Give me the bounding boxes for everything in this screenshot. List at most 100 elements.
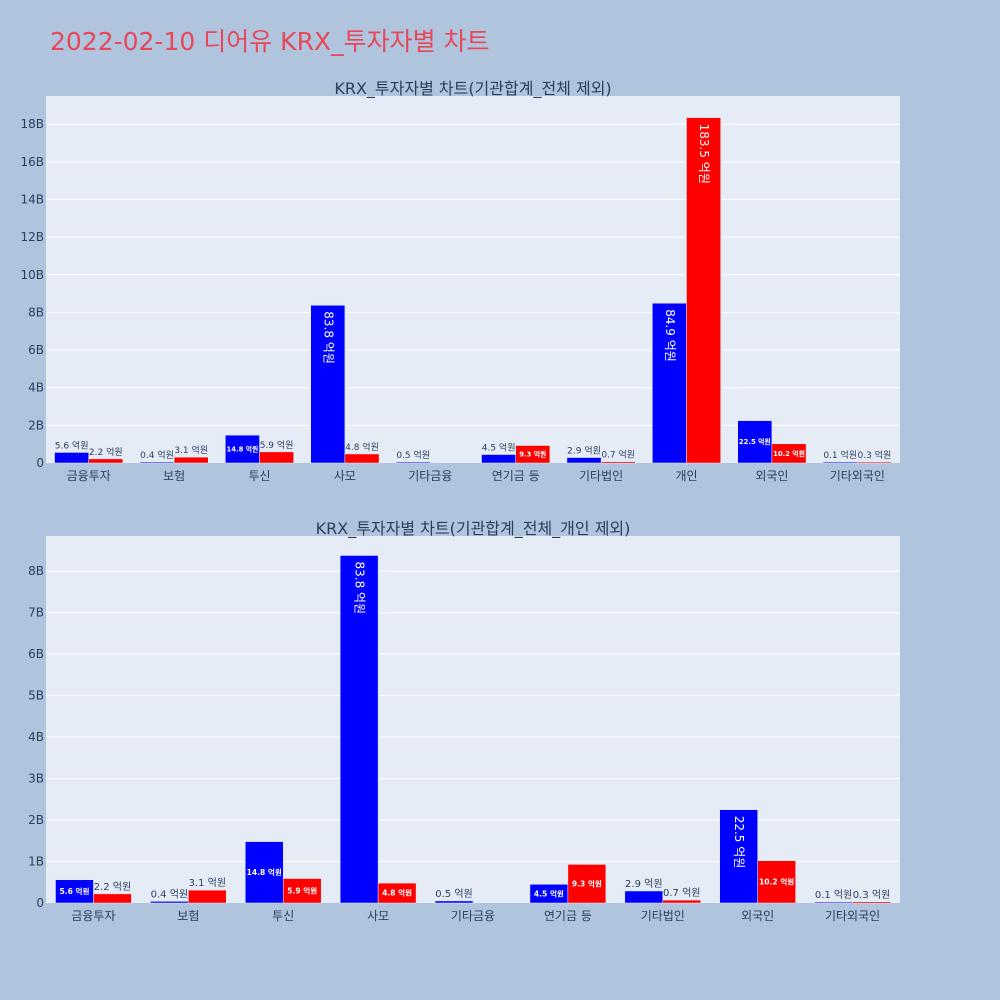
bar-value-label: 4.5 억원	[534, 888, 564, 898]
bar-series-1	[150, 901, 189, 904]
chart-title: KRX_투자자별 차트(기관합계_전체 제외)	[334, 79, 611, 99]
x-tick-label: 기타법인	[641, 909, 685, 923]
bar-value-label: 83.8 억원	[353, 561, 367, 614]
y-tick-label: 6B	[28, 647, 44, 661]
x-tick-label: 기타외국인	[825, 909, 880, 923]
y-tick-label: 2B	[28, 418, 44, 432]
bar-series-1	[139, 461, 175, 464]
y-tick-label: 5B	[28, 689, 44, 703]
y-tick-label: 8B	[28, 305, 44, 319]
y-tick-label: 3B	[28, 772, 44, 786]
bar-value-label: 4.8 억원	[382, 888, 412, 898]
x-tick-label: 사모	[367, 909, 389, 923]
investor-chart-all: KRX_투자자별 차트(기관합계_전체 제외) 0 2B 4B 6B 8B 10B 12B 14…	[20, 79, 900, 483]
bar-value-label: 2.2 억원	[94, 881, 131, 893]
bar-series-2	[344, 453, 380, 464]
bar-series-2	[757, 860, 796, 904]
page-title: 2022-02-10 디어유 KRX_투자자별 차트	[50, 27, 490, 56]
bar-series-1	[566, 457, 602, 464]
bar-series-1	[737, 420, 773, 464]
bar-value-label: 2.9 억원	[567, 445, 601, 457]
bar-value-label: 0.5 억원	[396, 449, 430, 461]
bar-value-label: 0.4 억원	[140, 449, 174, 461]
bar-value-label: 0.1 억원	[815, 889, 852, 901]
bar-value-label: 183.5 억원	[697, 124, 711, 184]
bar-series-2	[188, 889, 227, 904]
bar-series-2	[852, 901, 891, 904]
bar-series-1	[624, 890, 664, 904]
y-tick-label: 4B	[28, 730, 44, 744]
x-tick-label: 투신	[272, 909, 294, 923]
bar-value-label: 0.1 억원	[823, 449, 857, 461]
bar-series-2	[567, 864, 607, 904]
bar-value-label: 0.4 억원	[151, 888, 188, 900]
x-tick-label: 보험	[163, 469, 185, 483]
bar-series-2	[377, 882, 417, 904]
x-tick-label: 기타금융	[451, 909, 495, 923]
bar-series-2	[600, 461, 636, 464]
bar-series-2	[686, 117, 721, 464]
bar-value-label: 83.8 억원	[321, 311, 335, 364]
bar-series-2	[282, 878, 322, 904]
x-tick-label: 기타법인	[579, 469, 623, 483]
y-tick-label: 12B	[20, 230, 44, 244]
x-tick-label: 기타외국인	[830, 469, 885, 483]
bar-value-label: 0.3 억원	[853, 889, 890, 901]
bar-value-label: 5.6 억원	[59, 886, 89, 896]
chart-title: KRX_투자자별 차트(기관합계_전체_개인 제외)	[316, 519, 631, 539]
x-tick-label: 외국인	[755, 469, 788, 483]
bar-series-2	[515, 445, 551, 464]
x-tick-label: 금융투자	[67, 469, 111, 483]
y-tick-label: 8B	[28, 564, 44, 578]
y-tick-label: 2B	[28, 813, 44, 827]
bar-series-1	[245, 841, 284, 904]
bar-value-label: 9.3 억원	[572, 878, 602, 888]
plot-area	[46, 536, 900, 903]
bar-value-label: 14.8 억원	[227, 444, 259, 453]
x-tick-label: 보험	[177, 909, 199, 923]
bar-value-label: 5.9 억원	[260, 439, 294, 451]
y-tick-label: 18B	[20, 117, 44, 131]
bar-value-label: 5.6 억원	[55, 439, 89, 451]
y-tick-label: 0	[36, 896, 44, 910]
y-tick-label: 4B	[28, 381, 44, 395]
bar-series-1	[652, 302, 687, 464]
y-tick-label: 0	[36, 456, 44, 470]
bar-value-label: 0.5 억원	[435, 888, 472, 900]
x-tick-label: 연기금 등	[544, 909, 592, 923]
bar-series-1	[719, 809, 758, 904]
y-tick-label: 14B	[20, 193, 44, 207]
bar-value-label: 3.1 억원	[174, 444, 208, 456]
bar-series-1	[395, 461, 431, 464]
bar-value-label: 10.2 억원	[773, 449, 805, 458]
plot-area	[46, 96, 900, 463]
bar-series-1	[310, 305, 346, 464]
x-tick-label: 외국인	[741, 909, 774, 923]
bar-value-label: 22.5 억원	[739, 437, 771, 446]
bar-series-2	[259, 451, 294, 464]
bar-value-label: 22.5 억원	[732, 816, 746, 869]
bar-value-label: 4.8 억원	[345, 441, 379, 453]
bar-series-1	[339, 555, 379, 904]
x-tick-label: 기타금융	[408, 469, 452, 483]
x-tick-label: 사모	[334, 469, 356, 483]
bar-series-1	[481, 454, 516, 464]
bar-value-label: 3.1 억원	[189, 877, 226, 889]
x-tick-label: 금융투자	[71, 909, 115, 923]
bar-series-2	[173, 456, 209, 464]
bar-series-2	[857, 461, 892, 464]
bar-series-1	[55, 879, 94, 904]
x-tick-label: 연기금 등	[492, 469, 540, 483]
bar-value-label: 0.7 억원	[663, 887, 700, 899]
investor-chart-excl-individual: KRX_투자자별 차트(기관합계_전체_개인 제외) 0 1B 2B 3B 4B 5B 6B 7…	[28, 519, 900, 923]
bar-series-1	[54, 452, 89, 464]
y-tick-label: 16B	[20, 155, 44, 169]
bar-series-2	[771, 443, 807, 464]
bar-series-2	[88, 458, 124, 464]
bar-series-2	[93, 893, 132, 904]
y-tick-label: 1B	[28, 855, 44, 869]
bar-value-label: 84.9 억원	[663, 309, 677, 362]
bar-series-2	[662, 899, 701, 904]
y-tick-label: 10B	[20, 268, 44, 282]
bar-value-label: 0.7 억원	[601, 449, 635, 461]
